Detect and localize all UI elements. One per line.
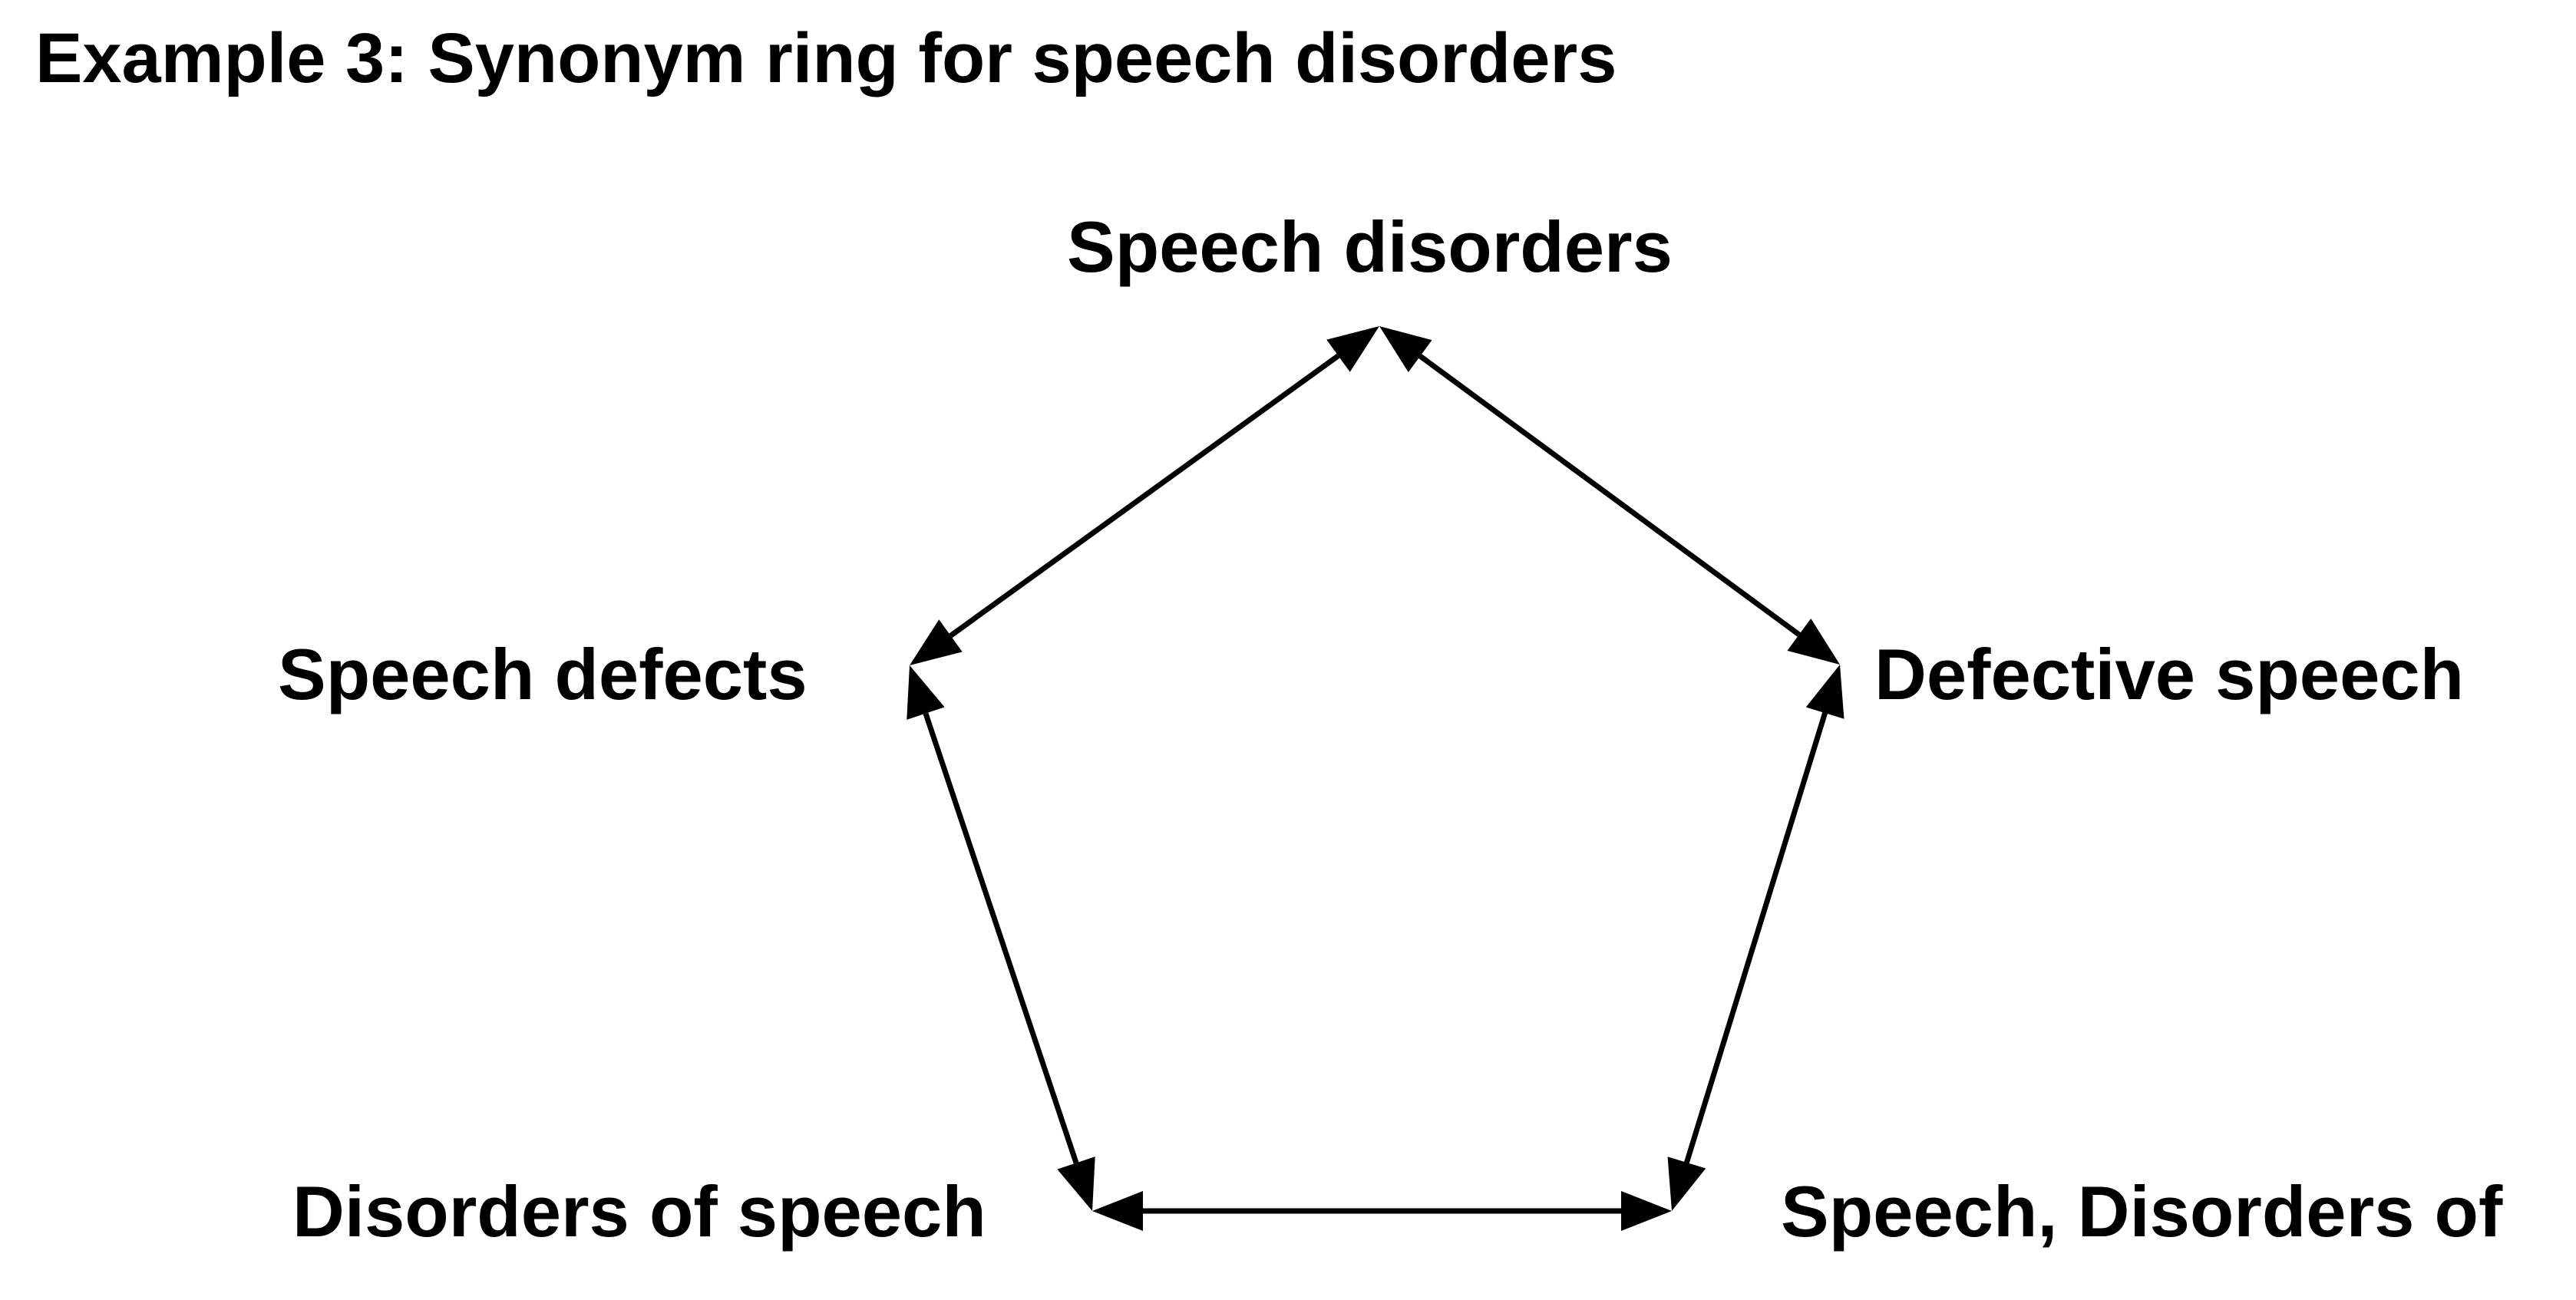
edge-bottom_left-bottom_right bbox=[1092, 1191, 1672, 1231]
arrowhead-right bbox=[1805, 665, 1844, 719]
arrowhead-bottom_right bbox=[1621, 1191, 1672, 1231]
node-speech-disorders-of: Speech, Disorders of bbox=[1781, 1171, 2503, 1252]
edge-line bbox=[923, 712, 1079, 1164]
arrowhead-left bbox=[910, 619, 963, 665]
arrowhead-right bbox=[1787, 618, 1840, 665]
arrowhead-top bbox=[1379, 326, 1432, 373]
arrowhead-bottom_right bbox=[1667, 1156, 1706, 1211]
edge-line bbox=[1684, 712, 1828, 1163]
edge-line bbox=[949, 353, 1340, 638]
diagram-title: Example 3: Synonym ring for speech disor… bbox=[35, 19, 1617, 97]
arrowhead-bottom_left bbox=[1092, 1191, 1143, 1231]
edge-left-bottom_left bbox=[907, 665, 1095, 1211]
arrowhead-top bbox=[1326, 326, 1379, 372]
edge-top-right bbox=[1379, 326, 1840, 665]
edge-line bbox=[1418, 354, 1801, 637]
node-defective-speech: Defective speech bbox=[1874, 634, 2465, 714]
edge-top-left bbox=[910, 326, 1379, 665]
node-speech-defects: Speech defects bbox=[278, 634, 807, 714]
arrowhead-left bbox=[907, 665, 945, 720]
arrowhead-bottom_left bbox=[1057, 1156, 1095, 1211]
node-speech-disorders: Speech disorders bbox=[1067, 206, 1673, 287]
edge-right-bottom_right bbox=[1667, 665, 1844, 1211]
node-disorders-of-speech: Disorders of speech bbox=[292, 1171, 986, 1252]
